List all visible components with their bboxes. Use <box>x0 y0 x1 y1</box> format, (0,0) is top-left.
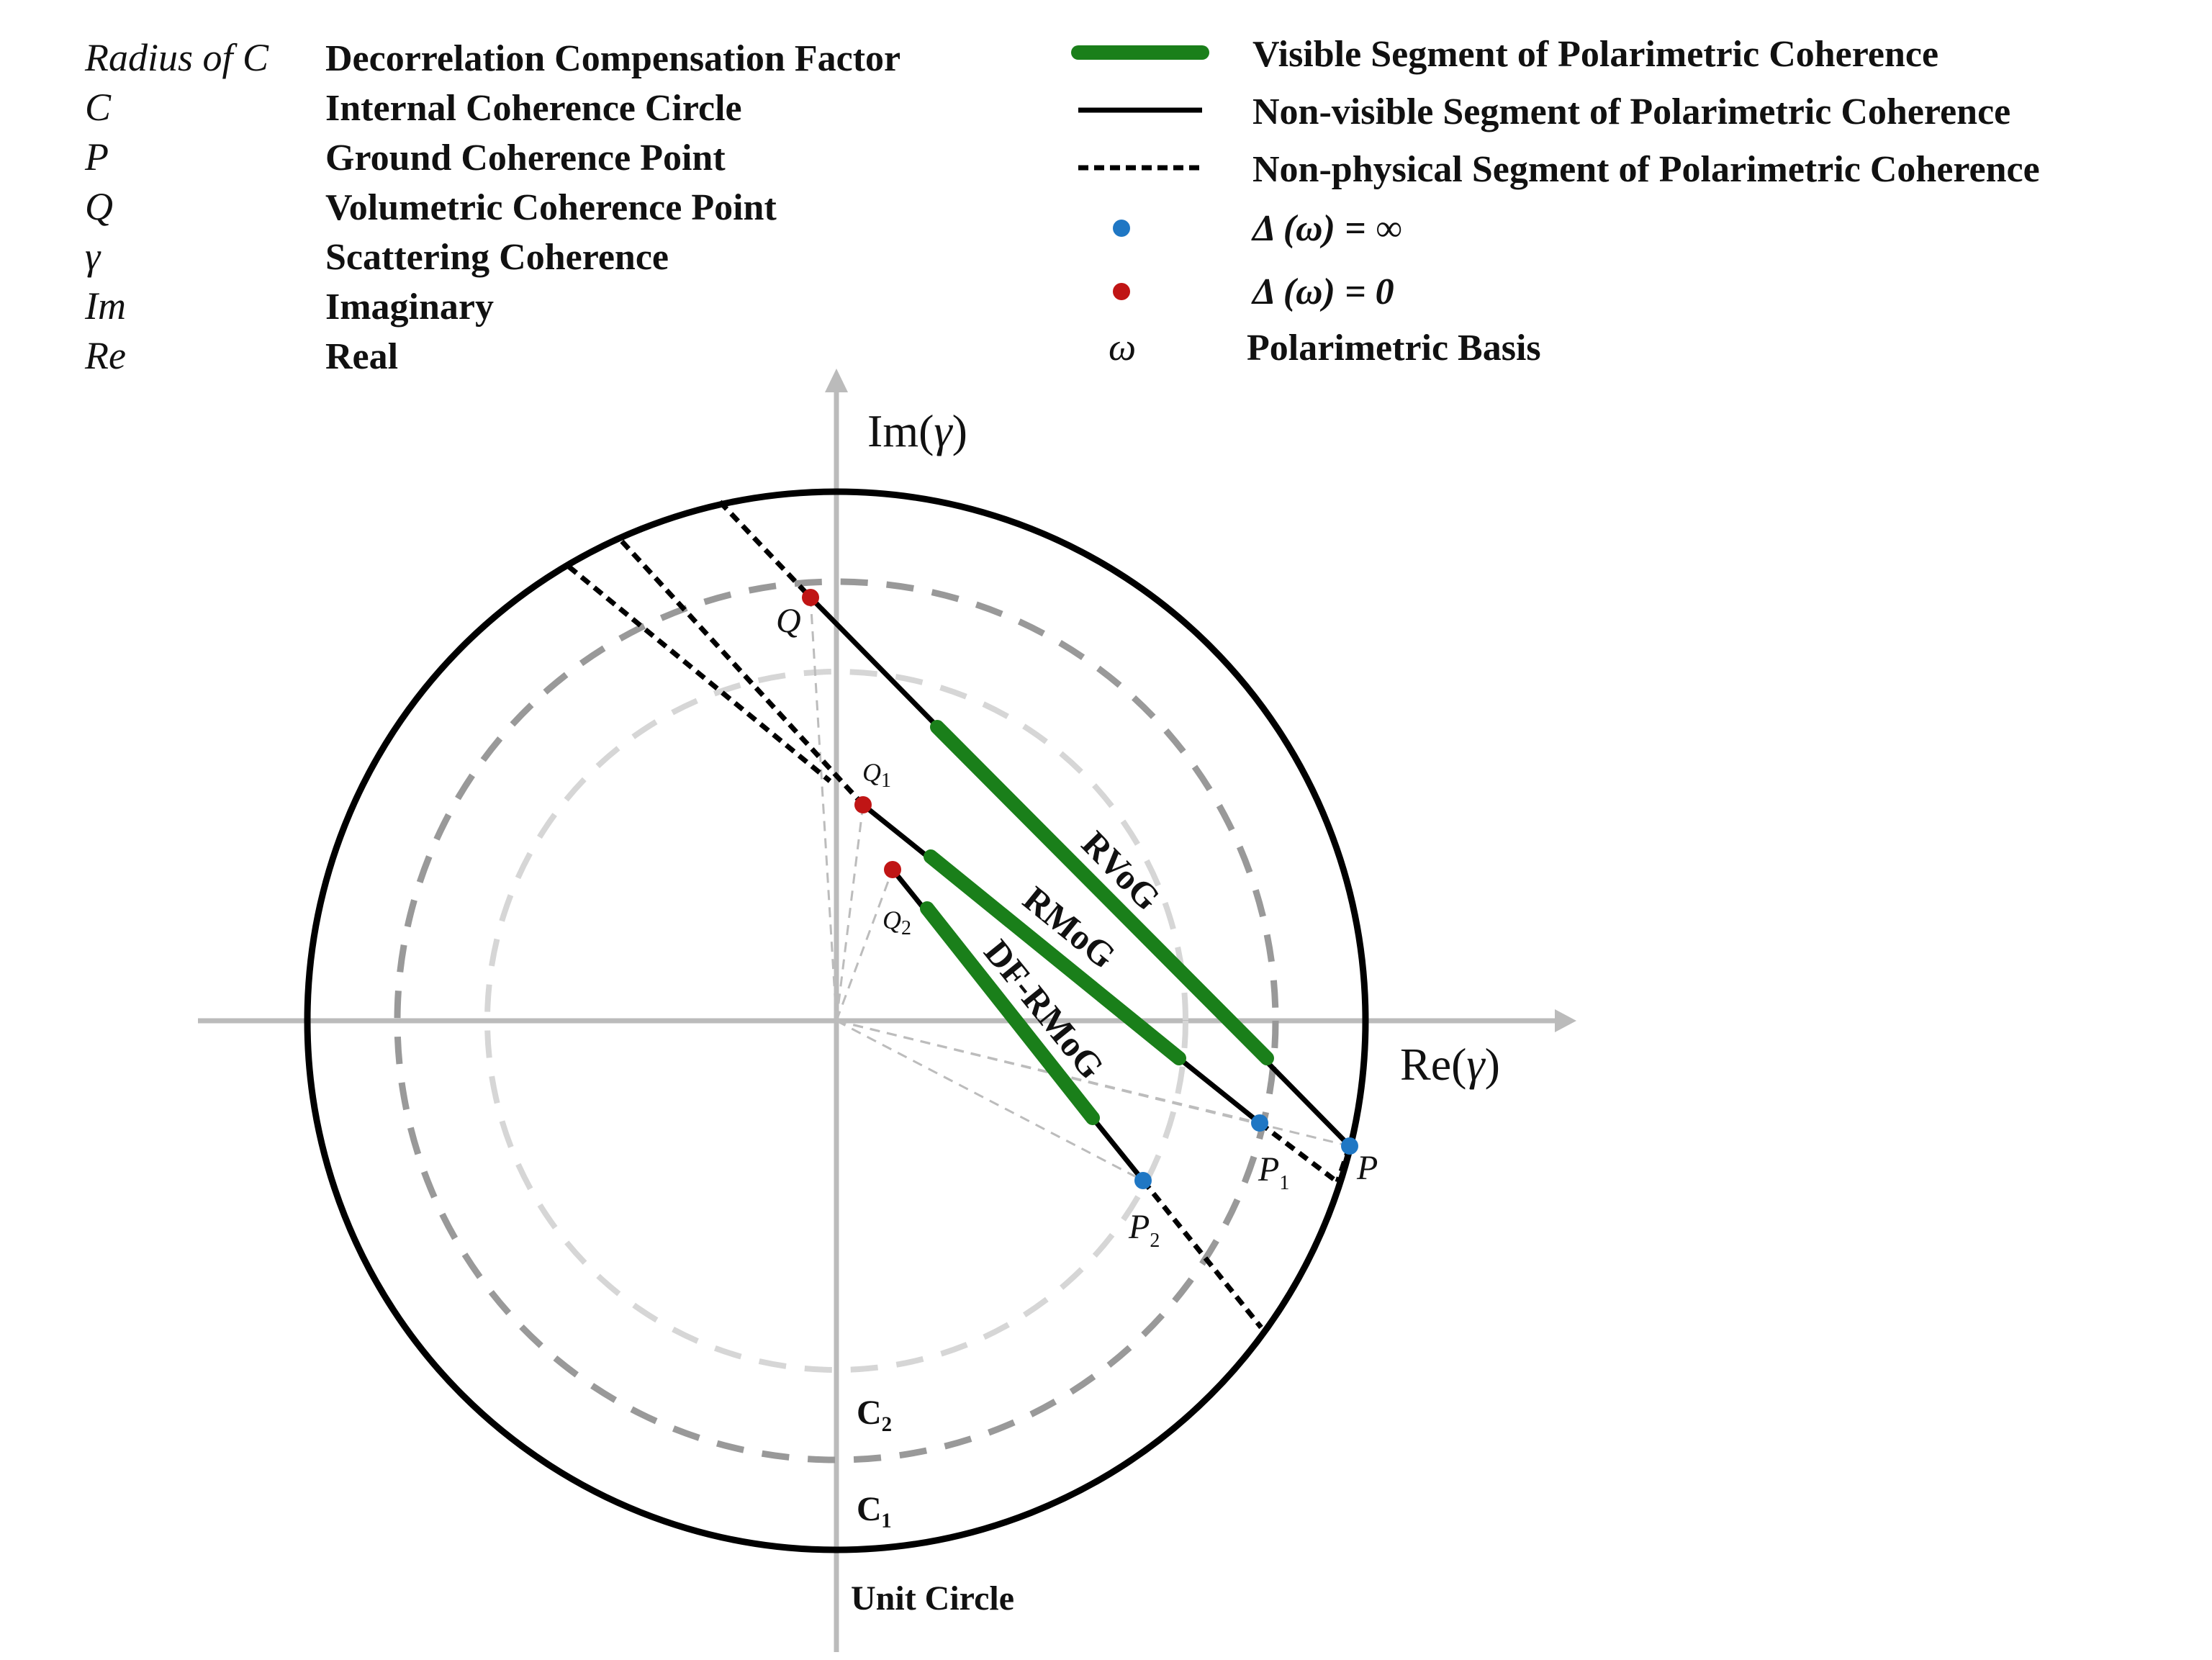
point-q1-label: Q1 <box>862 758 891 792</box>
coherence-points <box>802 589 1358 1189</box>
legend-left-description: Imaginary <box>325 287 494 328</box>
c2-circle <box>484 669 1188 1373</box>
dfrmog-visible-segment <box>920 901 1100 1125</box>
legend-left-symbol: P <box>84 135 109 179</box>
point-q2-label: Q2 <box>882 906 911 939</box>
point-p-label: P <box>1356 1149 1378 1187</box>
legend-left-description: Decorrelation Compensation Factor <box>325 38 900 79</box>
real-axis-arrow-icon <box>1555 1009 1576 1032</box>
unit-circle <box>304 488 1369 1553</box>
legend-blue-dot <box>1113 220 1130 237</box>
c1-circle <box>394 578 1279 1463</box>
c1-label: C₁ <box>857 1490 892 1528</box>
legend-right-description: Non-physical Segment of Polarimetric Coh… <box>1252 149 2040 190</box>
dfrmog-nonphysical-segment <box>1141 1178 1263 1330</box>
legend-right: Visible Segment of Polarimetric Coherenc… <box>1071 34 2040 369</box>
guide-line <box>836 1019 1260 1124</box>
axes: Re(γ) Im(γ) <box>198 369 1576 1652</box>
legend-left-description: Internal Coherence Circle <box>325 88 742 129</box>
point-q1 <box>854 796 872 813</box>
legend-left-description: Scattering Coherence <box>325 237 669 278</box>
legend-left-symbol: γ <box>85 235 101 278</box>
legend-left-symbol: Re <box>84 334 126 377</box>
legend-right-description: Visible Segment of Polarimetric Coherenc… <box>1252 34 1938 75</box>
imaginary-axis-arrow-icon <box>825 369 848 392</box>
point-p1 <box>1251 1114 1268 1132</box>
c2-label: C₂ <box>857 1394 892 1432</box>
legend-left-symbol: Q <box>85 185 113 228</box>
point-p1-label: P1 <box>1258 1150 1289 1194</box>
point-labels: Q Q1 Q2 P P1 P2 <box>776 602 1378 1252</box>
legend-right-description: Polarimetric Basis <box>1247 328 1541 369</box>
legend-left-description: Ground Coherence Point <box>325 137 726 179</box>
guide-line <box>835 804 865 1021</box>
guide-line <box>809 597 838 1021</box>
point-p <box>1341 1137 1358 1155</box>
dfrmog-nonphysical-segment <box>566 564 832 783</box>
legend-right-description: Non-visible Segment of Polarimetric Cohe… <box>1252 91 2010 132</box>
legend-left-description: Volumetric Coherence Point <box>325 187 777 228</box>
guide-line <box>835 869 894 1021</box>
legend-left-symbol: Im <box>84 284 126 328</box>
unit-circle-label: Unit Circle <box>851 1579 1014 1618</box>
legend-left: Radius of C Decorrelation Compensation F… <box>84 36 900 377</box>
legend-left-description: Real <box>325 336 398 377</box>
point-q <box>802 589 819 606</box>
guide-line <box>836 1019 1144 1182</box>
legend-left-symbol: C <box>85 86 112 129</box>
legend-right-description: Δ (ω) = ∞ <box>1251 208 1402 249</box>
imaginary-axis-label: Im(γ) <box>867 405 967 456</box>
visible-segments <box>920 720 1274 1125</box>
rmog-visible-segment <box>924 849 1186 1065</box>
point-p2-label: P2 <box>1128 1208 1160 1252</box>
rvog-visible-segment <box>930 720 1274 1065</box>
point-q-label: Q <box>776 602 801 640</box>
legend-red-dot <box>1113 283 1130 300</box>
point-p2 <box>1134 1172 1152 1189</box>
legend-left-symbol: Radius of C <box>84 36 269 79</box>
circles <box>304 488 1369 1553</box>
point-q2 <box>884 861 901 878</box>
rvog-nonphysical-segment <box>718 500 813 600</box>
real-axis-label: Re(γ) <box>1400 1039 1500 1090</box>
legend-omega-symbol: ω <box>1109 325 1136 369</box>
rmog-nonphysical-segment <box>620 539 865 807</box>
legend-right-description: Δ (ω) = 0 <box>1251 271 1394 312</box>
